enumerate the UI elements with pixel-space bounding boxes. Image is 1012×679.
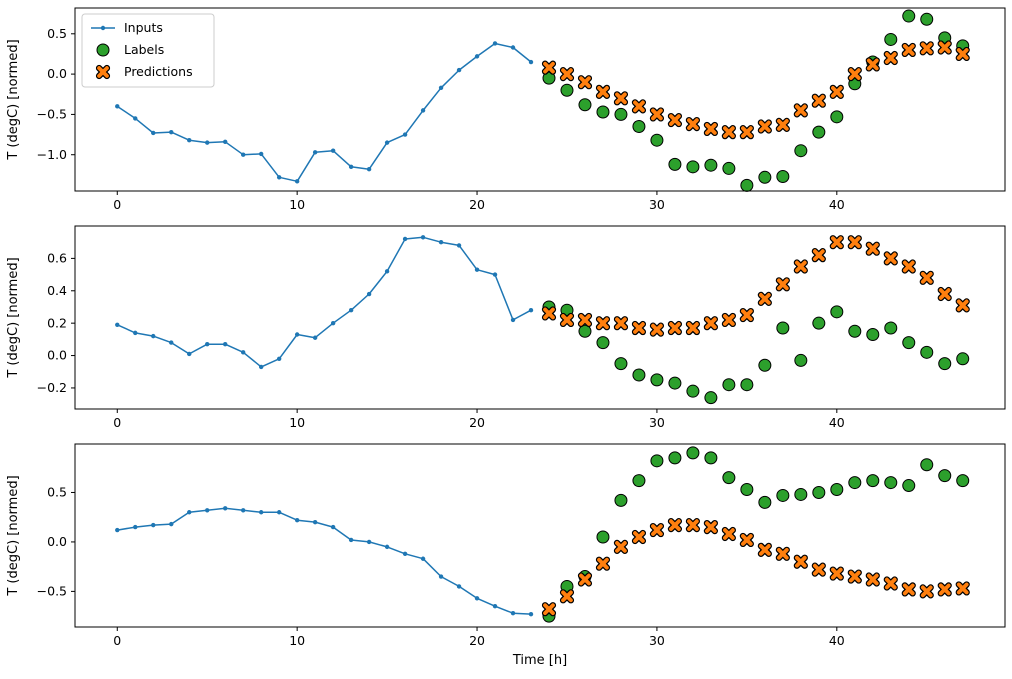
- x-tick-label: 30: [649, 633, 665, 648]
- x-axis-label: Time [h]: [512, 653, 567, 668]
- x-tick-label: 30: [649, 197, 665, 212]
- y-tick-label: −0.2: [37, 380, 67, 395]
- x-tick-label: 30: [649, 415, 665, 430]
- x-tick-label: 20: [469, 415, 485, 430]
- x-tick-label: 20: [469, 197, 485, 212]
- predictions-series: [541, 40, 970, 140]
- legend-label-inputs: Inputs: [124, 20, 163, 35]
- y-tick-label: 0.0: [47, 534, 67, 549]
- inputs-series: [115, 41, 534, 184]
- x-tick-label: 10: [289, 197, 305, 212]
- axes-frame: [74, 7, 1006, 192]
- y-axis-label: T (degC) [normed]: [6, 39, 21, 160]
- x-tick-label: 10: [289, 633, 305, 648]
- x-tick-label: 0: [113, 197, 121, 212]
- legend-label-predictions: Predictions: [124, 64, 193, 79]
- y-tick-label: 0.5: [47, 26, 67, 41]
- subplot-3: −0.5 0.0 0.5 0 10 20 30 40 T (degC) [normed] Time…: [6, 443, 1006, 668]
- axis-ticks: −1.0 −0.5 0.0 0.5 0 10 20 30 40: [37, 26, 845, 212]
- predictions-series: [541, 235, 970, 337]
- inputs-line: [117, 507, 532, 615]
- x-tick-label: 40: [829, 415, 845, 430]
- y-tick-label: −0.5: [37, 584, 67, 599]
- inputs-line: [116, 236, 532, 368]
- y-tick-label: 0.6: [47, 251, 67, 266]
- legend-labels-sample: [96, 43, 110, 57]
- x-tick-label: 20: [469, 633, 485, 648]
- y-tick-label: 0.0: [47, 348, 67, 363]
- axis-ticks: −0.5 0.0 0.5 0 10 20 30 40: [37, 485, 845, 648]
- subplot-1: −1.0 −0.5 0.0 0.5 0 10 20 30 40 T (degC) [normed]…: [6, 7, 1006, 212]
- axes-frame: [74, 443, 1006, 628]
- y-tick-label: −0.5: [37, 107, 67, 122]
- legend-label-labels: Labels: [124, 42, 164, 57]
- predictions-series: [541, 518, 970, 617]
- subplot-2: −0.2 0.0 0.2 0.4 0.6 0 10 20 30 40 T (degC) [norme…: [6, 225, 1006, 430]
- y-axis-label: T (degC) [normed]: [6, 475, 21, 596]
- y-tick-label: 0.4: [47, 283, 67, 298]
- legend: Inputs Labels Predictions: [81, 13, 215, 88]
- axes-frame: [74, 225, 1006, 410]
- inputs-series: [115, 506, 534, 617]
- axis-ticks: −0.2 0.0 0.2 0.4 0.6 0 10 20 30 40: [37, 251, 845, 430]
- x-tick-label: 40: [829, 633, 845, 648]
- inputs-series: [115, 235, 534, 370]
- inputs-line: [116, 42, 532, 183]
- x-tick-label: 0: [113, 633, 121, 648]
- y-tick-label: −1.0: [37, 147, 67, 162]
- y-tick-label: 0.2: [47, 315, 67, 330]
- y-axis-label: T (degC) [normed]: [6, 257, 21, 378]
- x-tick-label: 0: [113, 415, 121, 430]
- y-tick-label: 0.5: [47, 485, 67, 500]
- x-tick-label: 40: [829, 197, 845, 212]
- x-tick-label: 10: [289, 415, 305, 430]
- legend-box: [81, 13, 215, 88]
- y-tick-label: 0.0: [47, 66, 67, 81]
